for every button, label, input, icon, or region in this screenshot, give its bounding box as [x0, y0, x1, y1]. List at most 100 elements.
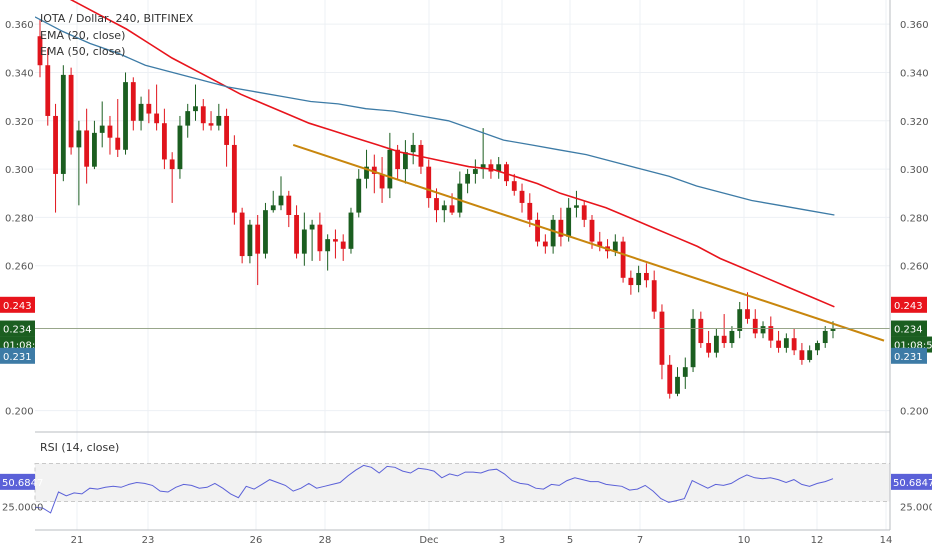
- time-tick: Dec: [419, 535, 438, 546]
- price-tick-left: 0.260: [5, 262, 34, 273]
- candle-down: [107, 125, 113, 138]
- candle-down: [154, 113, 160, 124]
- last-price-badge-bg: [891, 320, 927, 337]
- time-tick: 21: [71, 535, 84, 546]
- candle-down: [449, 205, 455, 213]
- last-price-badge-bg: [0, 320, 35, 337]
- candle-up: [574, 205, 579, 208]
- candle-down: [255, 224, 261, 254]
- ema50-price-badge-bg: [0, 296, 35, 313]
- ema50-line: [69, 0, 835, 308]
- candle-down: [395, 149, 401, 170]
- candle-up: [402, 152, 408, 170]
- candle-down: [651, 280, 657, 312]
- candle-up: [760, 326, 766, 334]
- candle-up: [457, 183, 463, 213]
- candle-down: [589, 219, 595, 242]
- rsi-current-badge-bg: [0, 473, 35, 490]
- price-tick-left: 0.340: [5, 68, 34, 79]
- candle-up: [60, 74, 66, 174]
- candle-up: [729, 330, 735, 344]
- candle-down: [667, 364, 673, 394]
- candle-down: [294, 215, 299, 254]
- price-tick-left: 0.280: [5, 213, 34, 224]
- price-tick-left: 0.320: [5, 117, 34, 128]
- last-price-badge: 0.234: [894, 325, 923, 336]
- candle-up: [99, 125, 105, 133]
- candle-down: [426, 166, 432, 199]
- candle-down: [799, 350, 805, 360]
- candle-up: [682, 367, 688, 377]
- candle-down: [371, 166, 377, 174]
- candle-down: [535, 219, 540, 242]
- candle-down: [628, 277, 634, 286]
- candle-down: [161, 123, 167, 160]
- price-tick-right: 0.300: [900, 165, 929, 176]
- price-tick-left: 0.360: [5, 20, 34, 31]
- rsi-tick-right: 25.0000: [900, 502, 932, 513]
- candle-down: [511, 181, 517, 191]
- rsi-current-badge: 50.6847: [893, 478, 932, 489]
- candle-down: [169, 159, 175, 170]
- symbol-title[interactable]: IOTA / Dollar, 240, BITFINEX: [40, 12, 194, 25]
- candle-down: [434, 198, 439, 211]
- ema20-price-badge-bg: [0, 347, 35, 364]
- price-tick-right: 0.360: [900, 20, 929, 31]
- candle-down: [340, 241, 346, 249]
- candle-down: [752, 318, 758, 334]
- candle-up: [356, 178, 362, 213]
- candle-down: [488, 164, 494, 172]
- candle-down: [659, 311, 665, 365]
- candle-up: [123, 82, 128, 150]
- candle-up: [138, 103, 144, 121]
- candle-up: [270, 205, 276, 211]
- ema20-price-badge-bg: [891, 347, 927, 364]
- rsi-band: [34, 463, 891, 502]
- candle-down: [37, 36, 43, 66]
- ema50-price-badge-bg: [891, 296, 927, 313]
- ema50-legend[interactable]: EMA (50, close): [40, 45, 125, 58]
- axis-labels: 0.360 0.360 0.340 0.340 0.320 0.320 0.300 0.300…: [2, 20, 932, 546]
- candle-up: [216, 115, 222, 126]
- rsi-legend[interactable]: RSI (14, close): [40, 441, 119, 454]
- candle-up: [410, 144, 416, 153]
- last-price-badge: 0.234: [3, 325, 32, 336]
- candle-up: [566, 207, 572, 237]
- candle-down: [542, 241, 548, 247]
- candle-down: [317, 224, 323, 252]
- candle-down: [776, 340, 781, 348]
- ema20-line: [35, 16, 835, 216]
- time-tick: 10: [738, 535, 751, 546]
- trendline[interactable]: [292, 143, 885, 342]
- candle-up: [822, 330, 828, 344]
- candle-down: [115, 137, 121, 150]
- price-tick-right: 0.260: [900, 262, 929, 273]
- candle-up: [193, 106, 198, 112]
- ema20-price-badge: 0.231: [894, 352, 923, 363]
- candle-down: [597, 241, 603, 247]
- candle-up: [301, 229, 307, 254]
- candle-down: [519, 190, 525, 203]
- candle-up: [465, 173, 471, 184]
- price-tick-right: 0.200: [900, 407, 929, 418]
- main-pane[interactable]: [35, 0, 890, 430]
- time-tick: 26: [250, 535, 263, 546]
- candle-up: [807, 350, 813, 360]
- time-tick: 14: [880, 535, 893, 546]
- price-tick-left: 0.200: [5, 407, 34, 418]
- candle-down: [791, 338, 797, 351]
- ema50-price-badge: 0.243: [894, 301, 923, 312]
- candle-up: [675, 376, 680, 394]
- candle-down: [379, 173, 385, 189]
- candle-down: [224, 115, 229, 145]
- candle-down: [231, 144, 237, 213]
- candle-up: [472, 169, 478, 174]
- price-badges: 0.2430.23401:08:590.2310.2430.23401:08:5…: [0, 296, 932, 490]
- candle-up: [815, 343, 820, 351]
- time-tick: 28: [319, 535, 332, 546]
- candle-down: [527, 202, 533, 220]
- ema20-legend[interactable]: EMA (20, close): [40, 29, 125, 42]
- candle-up: [830, 328, 836, 331]
- ema50-price-badge: 0.243: [3, 301, 32, 312]
